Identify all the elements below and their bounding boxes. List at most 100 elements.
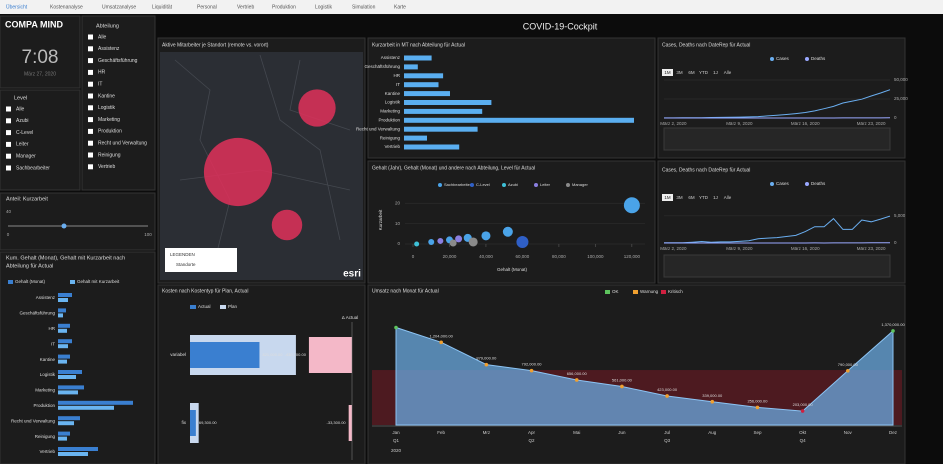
checkbox [88,117,93,123]
range-button[interactable]: 6M [688,70,695,75]
range-button[interactable]: 6M [688,195,695,200]
bar [58,405,114,410]
range-button[interactable]: 1J [713,195,718,200]
bar [58,323,70,328]
x-tick-label: März 9, 2020 [726,246,753,251]
category-label: Vertrieb [384,144,400,149]
map-lines [174,54,351,261]
range-button[interactable]: 1M [664,70,671,75]
quarter-label: Q4 [800,438,807,443]
legend-label: C-Level [476,182,490,187]
value-label: 1,370,000.00 [881,322,905,327]
filter-item: Alle [98,34,107,40]
legend-label: Actual [198,304,211,309]
point [710,399,715,404]
delta-bar [308,337,352,373]
map-legend-title: LEGENDEN [170,252,195,257]
value-label: 790,000.00 [838,362,859,367]
point [755,405,760,410]
panel-title: Kurzarbeit in MT nach Abteilung für Actu… [372,42,465,48]
legend-swatch [220,305,226,309]
filter-item: Marketing [98,117,120,123]
category-label: Logistik [40,372,56,377]
bar [404,108,483,114]
legend-label: Plan [228,304,238,309]
category-label: Assistenz [36,295,56,300]
legend-label: Manager [572,182,588,187]
x-tick-label: Dez [889,430,898,435]
point [468,237,478,247]
bar [190,410,196,436]
point [437,237,444,244]
filter-item: Reinigung [98,152,121,158]
category-label: Reinigung [35,434,56,439]
filter-item: Leiter [16,142,29,148]
value-label: 879,000.00 [476,356,497,361]
filter-title: Level [14,95,27,101]
nav-tab: Personal [197,4,217,10]
point [665,394,669,398]
range-button[interactable]: Alle [724,70,732,75]
value-label: -430,700.00 [285,352,307,357]
point [428,238,435,245]
filter-item: Geschäftsführung [98,58,138,64]
value-label: 339,000.00 [702,393,723,398]
slider-max: 100 [144,232,152,237]
x-tick-label: März 9, 2020 [726,121,753,126]
level-panel [0,89,81,191]
x-tick-label: Mai [573,430,580,435]
bar [58,328,67,333]
filter-item: Logistik [98,105,115,111]
navigator [663,254,891,278]
category-label: Produktion [33,403,55,408]
range-button[interactable]: Alle [724,195,732,200]
legend-swatch [633,290,638,294]
nav-tab: Produktion [272,4,296,10]
bar [404,126,478,132]
y-tick-label: 5,000 [894,213,906,218]
filter-item: Azubi [16,118,29,124]
legend-dot [805,182,809,186]
nav-tab: Simulation [352,4,376,10]
range-button[interactable]: 1J [713,70,718,75]
filter-item: C-Level [16,130,33,136]
location-bubble [298,89,336,127]
range-button[interactable]: 3M [676,70,683,75]
point [529,368,534,373]
nav-tab: Übersicht [6,3,28,10]
filter-item: Produktion [98,129,122,135]
category-label: fix [182,420,187,425]
category-label: Marketing [35,388,55,393]
nav-tab: Liquidität [152,4,173,10]
filter-item: Sachbearbeiter [16,165,50,171]
checkbox [88,140,93,146]
bar [58,421,74,426]
range-button[interactable]: YTD [699,195,709,200]
range-button[interactable]: YTD [699,70,709,75]
abteilung-panel [81,15,156,191]
bar [58,385,84,390]
x-tick-label: März 16, 2020 [791,246,820,251]
point [574,378,579,382]
point [439,340,443,345]
checkbox [88,164,93,170]
x-tick-label: März 2, 2020 [660,121,687,126]
checkbox [88,93,93,99]
y-tick-label: 0 [397,241,400,246]
checkbox [88,58,93,64]
x-tick-label: Jul [664,430,670,435]
checkbox [88,152,93,158]
checkbox [88,128,93,134]
map-legend-item: Standorte [176,262,196,267]
range-button[interactable]: 3M [676,195,683,200]
range-button[interactable]: 1M [664,195,671,200]
panel-title: Aktive Mitarbeiter je Standort (remote v… [162,42,269,48]
slider-min: 0 [7,232,10,237]
category-label: Geschäftsführung [364,64,400,69]
legend-dot [770,182,774,186]
point [455,235,463,243]
clock-time: 7:08 [22,47,59,68]
legend-label: Sachbearbeiter [444,182,472,187]
nav-tab: Vertrieb [237,4,254,10]
bar [404,91,450,97]
